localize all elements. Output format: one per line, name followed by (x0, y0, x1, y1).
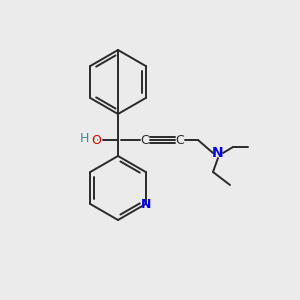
Text: H: H (80, 133, 89, 146)
Text: C: C (141, 134, 149, 146)
Text: N: N (140, 197, 151, 211)
Text: N: N (212, 146, 224, 160)
Text: C: C (176, 134, 184, 146)
Text: O: O (91, 134, 101, 146)
